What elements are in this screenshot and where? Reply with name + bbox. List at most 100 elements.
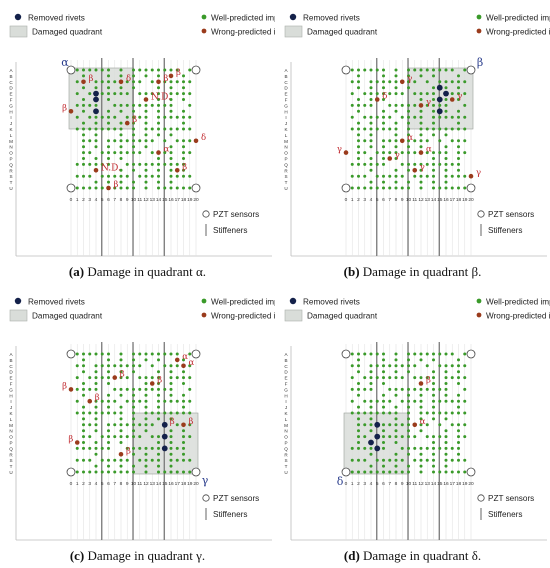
well-predicted-impact: [88, 446, 92, 450]
well-predicted-impact: [369, 452, 373, 456]
column-label: 6: [107, 197, 110, 203]
wrong-predicted-impact: [418, 103, 424, 108]
well-predicted-impact: [432, 464, 435, 468]
well-predicted-impact: [413, 446, 417, 450]
well-predicted-impact: [88, 127, 92, 131]
well-predicted-impact: [369, 168, 373, 172]
well-predicted-impact: [369, 68, 373, 72]
well-predicted-impact: [169, 464, 173, 468]
column-label: 19: [187, 481, 193, 487]
well-predicted-impact: [138, 423, 142, 427]
well-predicted-impact: [132, 393, 135, 397]
well-predicted-impact: [419, 74, 423, 78]
well-predicted-impact: [169, 180, 173, 184]
row-label: I: [285, 399, 286, 404]
well-predicted-impact: [419, 68, 423, 72]
well-predicted-impact: [407, 370, 410, 374]
legend-removed-rivets: Removed rivets: [28, 298, 85, 307]
column-label: 20: [193, 481, 199, 487]
column-label: 8: [120, 197, 123, 203]
well-predicted-impact: [144, 162, 148, 166]
well-predicted-impact: [175, 458, 179, 462]
well-predicted-impact: [169, 399, 173, 403]
well-predicted-impact: [463, 411, 467, 415]
row-label: U: [9, 470, 12, 475]
panel-b: Removed rivets Damaged quadrant Well-predi…: [275, 0, 550, 284]
well-predicted-impact: [182, 121, 185, 125]
well-predicted-impact: [394, 452, 398, 456]
well-predicted-impact: [88, 387, 92, 391]
well-predicted-impact: [132, 162, 135, 166]
well-predicted-impact: [394, 186, 398, 190]
well-predicted-impact: [357, 186, 360, 190]
wrong-prediction-label: α: [182, 352, 188, 362]
well-predicted-impact: [175, 174, 179, 178]
well-predicted-impact: [163, 151, 167, 155]
well-predicted-impact: [363, 92, 367, 96]
well-predicted-impact: [144, 109, 148, 113]
well-predicted-legend-marker: [201, 298, 207, 304]
well-predicted-impact: [119, 109, 123, 113]
well-predicted-impact: [157, 470, 160, 474]
row-label: J: [285, 121, 287, 126]
well-predicted-impact: [144, 139, 148, 143]
well-predicted-impact: [369, 139, 373, 143]
well-predicted-impact: [382, 139, 385, 143]
well-predicted-impact: [463, 470, 467, 474]
well-predicted-impact: [107, 405, 110, 409]
well-predicted-impact: [450, 162, 454, 166]
well-predicted-impact: [438, 364, 442, 368]
well-predicted-impact: [432, 86, 435, 90]
well-predicted-impact: [107, 74, 110, 78]
well-predicted-impact: [463, 364, 467, 368]
well-predicted-impact: [425, 80, 429, 84]
well-predicted-impact: [157, 186, 160, 190]
removed-rivet: [436, 96, 443, 103]
legend-stiffeners: Stiffeners: [488, 226, 522, 235]
wrong-predicted-impact: [174, 357, 180, 363]
well-predicted-impact: [175, 446, 179, 450]
row-label: I: [10, 399, 11, 404]
well-predicted-impact: [163, 103, 167, 107]
well-predicted-impact: [182, 358, 185, 362]
well-predicted-impact: [369, 127, 373, 131]
column-label: 4: [95, 197, 98, 203]
well-predicted-impact: [388, 423, 392, 427]
well-predicted-impact: [425, 387, 429, 391]
well-predicted-impact: [419, 417, 423, 421]
well-predicted-impact: [144, 145, 148, 149]
wrong-prediction-label: β: [120, 370, 125, 380]
well-predicted-impact: [369, 382, 373, 385]
well-predicted-impact: [132, 180, 135, 184]
well-predicted-impact: [132, 86, 135, 90]
well-predicted-impact: [432, 470, 435, 474]
well-predicted-impact: [419, 399, 423, 403]
well-predicted-impact: [157, 109, 160, 113]
well-predicted-impact: [457, 157, 460, 160]
row-label: C: [9, 364, 13, 369]
well-predicted-impact: [369, 352, 373, 356]
well-predicted-impact: [94, 405, 98, 409]
well-predicted-impact: [100, 376, 104, 380]
well-predicted-impact: [144, 121, 148, 125]
well-predicted-impact: [450, 139, 454, 143]
column-label: 3: [363, 197, 366, 203]
well-predicted-impact: [350, 411, 354, 415]
well-predicted-impact: [182, 80, 185, 84]
well-predicted-impact: [394, 352, 398, 356]
well-predicted-impact: [375, 80, 379, 84]
well-predicted-impact: [369, 103, 373, 107]
wrong-prediction-label: γ: [457, 92, 462, 102]
well-predicted-impact: [375, 92, 379, 96]
well-predicted-impact: [382, 80, 385, 84]
well-predicted-impact: [157, 417, 160, 421]
well-predicted-impact: [107, 109, 110, 113]
well-predicted-impact: [163, 127, 167, 131]
well-predicted-impact: [113, 411, 117, 415]
well-predicted-impact: [457, 86, 460, 90]
well-predicted-impact: [407, 352, 410, 356]
well-predicted-impact: [125, 174, 129, 178]
wrong-prediction-label: β: [89, 74, 94, 84]
well-predicted-impact: [188, 423, 192, 427]
